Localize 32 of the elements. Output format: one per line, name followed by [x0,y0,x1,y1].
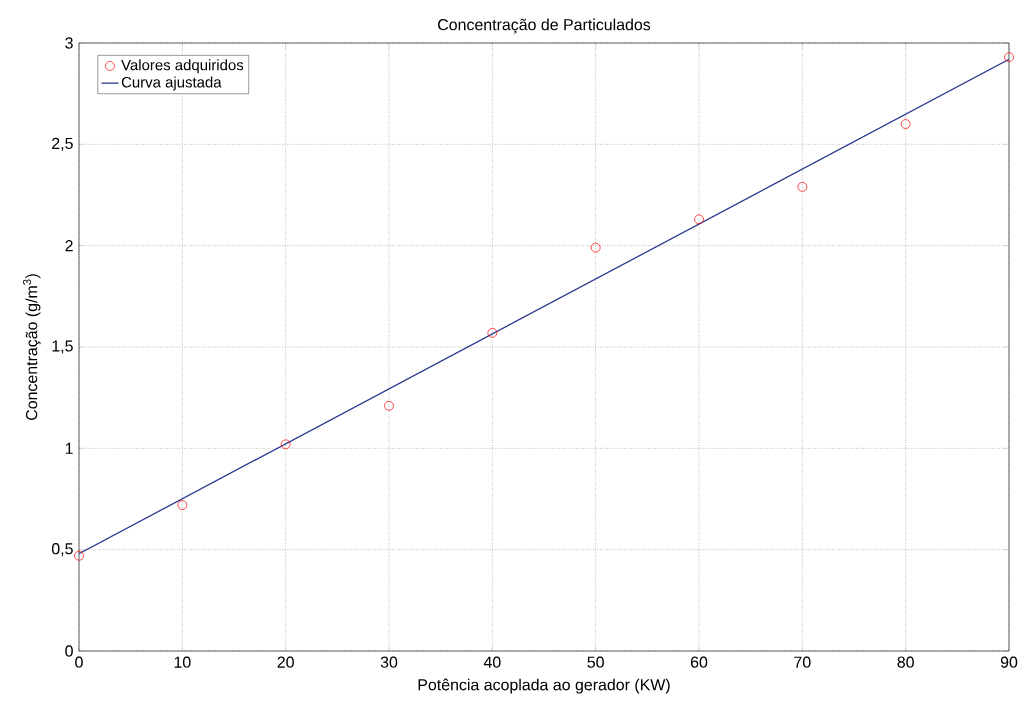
y-tick-label: 3 [65,37,73,49]
point [487,327,498,338]
x-tick-label: 20 [277,656,294,668]
legend-label: Valores adquiridos [121,59,244,74]
legend-label: Curva ajustada [121,76,222,91]
y-tick-label: 2 [65,240,73,252]
point [74,550,84,561]
point [694,214,704,225]
x-tick-label: 30 [380,656,398,668]
x-tick-label: 80 [897,656,914,668]
point [590,242,601,253]
point [900,119,911,129]
y-tick-label: 1 [65,442,73,454]
x-tick-label: 90 [1000,656,1018,668]
y-tick-label: 0 [65,645,73,657]
point [797,182,808,192]
x-tick-label: 60 [690,656,708,668]
point [384,400,394,411]
y-tick-label: 0,5 [51,543,73,557]
x-tick-label: 50 [587,656,604,668]
x-tick-label: 0 [75,656,83,668]
chart-title: Concentração de Particulados [438,18,651,34]
y-tick-label: 1,5 [52,340,73,354]
x-tick-label: 40 [483,656,501,668]
point [1004,52,1014,63]
point [280,439,291,450]
y-tick-label: 2,5 [52,137,73,151]
point [177,500,188,510]
x-tick-label: 10 [174,656,191,668]
y-axis-title: Concentração (g/m$^{3}$) [23,274,41,420]
x-axis-title: Potência acoplada ao gerador (KW) [418,678,670,694]
x-tick-label: 70 [794,656,811,668]
